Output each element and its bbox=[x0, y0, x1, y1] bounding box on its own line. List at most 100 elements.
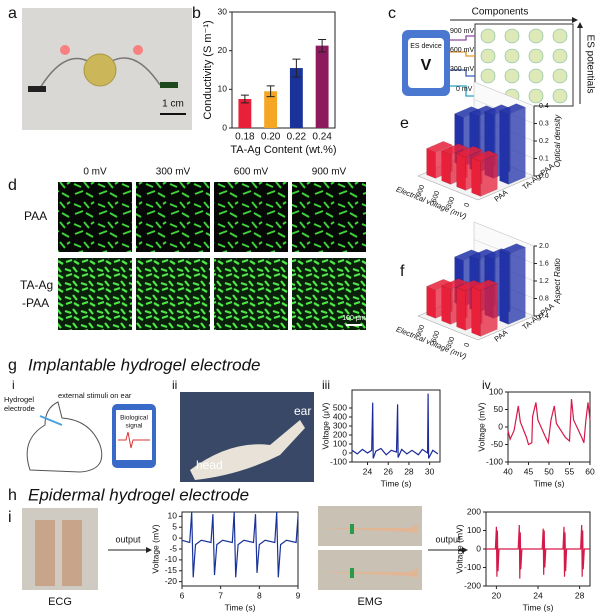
column-label: 0 mV bbox=[83, 167, 107, 178]
bar-face bbox=[426, 148, 436, 179]
x-axis-label: Time (s) bbox=[225, 602, 256, 612]
y-tick-label: -15 bbox=[165, 565, 178, 575]
y-tick-label: -100 bbox=[330, 456, 347, 466]
leg bbox=[62, 520, 82, 586]
device-screen bbox=[408, 38, 444, 88]
y-tick-label: 0 bbox=[342, 447, 347, 457]
y-tick-label: 500 bbox=[333, 402, 347, 412]
bar-face bbox=[441, 285, 451, 325]
y-tick-label: 20 bbox=[218, 45, 228, 55]
led bbox=[60, 45, 70, 55]
micrograph bbox=[136, 182, 210, 252]
column-label: 600 mV bbox=[234, 167, 269, 178]
z-tick-label: 0.4 bbox=[539, 313, 549, 320]
bar bbox=[289, 68, 303, 128]
z-tick-label: 0.2 bbox=[539, 138, 549, 145]
z-tick-label: 0.8 bbox=[539, 295, 549, 302]
y-tick-label: 200 bbox=[467, 506, 481, 516]
micrograph bbox=[292, 182, 366, 252]
y-tick-label: 50 bbox=[494, 404, 504, 414]
y-axis-label: Conductivity (S m⁻¹) bbox=[202, 20, 214, 119]
label: Components bbox=[472, 7, 529, 18]
row-label: TA-Ag bbox=[20, 278, 53, 292]
y-tick-label: 200 bbox=[333, 429, 347, 439]
bar-face bbox=[480, 282, 498, 337]
z-tick-label: 0.0 bbox=[539, 173, 549, 180]
x-tick-label: 28 bbox=[575, 590, 585, 600]
subpanel-label: iv bbox=[482, 378, 491, 392]
label: output bbox=[115, 534, 141, 544]
voltage-label: 600 mV bbox=[450, 47, 474, 54]
x-tick-label: 300 bbox=[446, 336, 457, 349]
y-tick-label: -10 bbox=[165, 554, 178, 564]
error-bar bbox=[292, 58, 301, 78]
bar-face bbox=[499, 110, 509, 185]
z-tick-label: 0.4 bbox=[539, 103, 549, 110]
x-tick-label: 8 bbox=[257, 590, 262, 600]
leg bbox=[35, 520, 55, 586]
hydrogel bbox=[83, 53, 117, 87]
grid-line bbox=[473, 81, 535, 107]
panel-label: h bbox=[8, 487, 17, 504]
z-tick-label: 1.2 bbox=[539, 278, 549, 285]
x-tick-label: 0.24 bbox=[312, 132, 332, 143]
y-tick-label: -50 bbox=[491, 439, 504, 449]
x-axis-label: Time (s) bbox=[381, 478, 412, 488]
label: Hydrogel bbox=[4, 395, 34, 404]
arrow-head bbox=[572, 17, 578, 23]
scale-label: 100 μm bbox=[342, 315, 366, 322]
y-tick-label: 30 bbox=[218, 6, 228, 16]
y-tick-label: 100 bbox=[333, 438, 347, 448]
subpanel-label: iii bbox=[322, 378, 330, 392]
plot-frame bbox=[507, 391, 591, 463]
electrode bbox=[350, 568, 354, 578]
panel-label: g bbox=[8, 357, 17, 374]
arm bbox=[322, 524, 418, 534]
label: head bbox=[196, 458, 223, 472]
panel-label: e bbox=[400, 115, 409, 132]
column-label: 300 mV bbox=[156, 167, 191, 178]
micrograph bbox=[58, 258, 132, 330]
y-tick-label: 100 bbox=[489, 386, 503, 396]
y-tick-label: 0 bbox=[476, 543, 481, 553]
bar-face bbox=[499, 250, 509, 325]
voltage-label: 300 mV bbox=[450, 66, 474, 73]
error-bar bbox=[240, 94, 249, 104]
micrograph bbox=[58, 182, 132, 252]
x-tick-label: 7 bbox=[218, 590, 223, 600]
panel-label: c bbox=[388, 5, 396, 22]
bar-face bbox=[471, 286, 481, 337]
label: Biological bbox=[120, 415, 148, 422]
bar-face bbox=[441, 278, 468, 290]
y-axis-label: Voltage (mV) bbox=[476, 402, 486, 451]
label: output bbox=[435, 534, 461, 544]
label: ES potentials bbox=[584, 35, 595, 94]
x-tick-label: 6 bbox=[180, 590, 185, 600]
bar-face bbox=[426, 141, 453, 153]
error-bar bbox=[318, 38, 327, 53]
device-symbol: V bbox=[421, 57, 432, 74]
bar-face bbox=[471, 157, 481, 197]
bar-3d bbox=[471, 279, 498, 337]
y-tick-label: 10 bbox=[168, 511, 178, 521]
x-tick-label: 0.18 bbox=[235, 132, 255, 143]
rabbit-photo bbox=[190, 420, 305, 480]
line bbox=[351, 393, 439, 459]
x-axis-label: Time (s) bbox=[523, 602, 554, 612]
y-axis-label: Voltage (mV) bbox=[454, 524, 464, 573]
y-tick-label: 0 bbox=[222, 122, 227, 132]
voltage-label: 0 mV bbox=[456, 86, 473, 93]
micrograph bbox=[292, 258, 366, 330]
z-tick-label: 2.0 bbox=[539, 243, 549, 250]
line bbox=[507, 398, 591, 446]
x-tick-label: 30 bbox=[425, 466, 435, 476]
bar-face bbox=[456, 153, 466, 191]
z-tick-label: 0.1 bbox=[539, 155, 549, 162]
x-tick-label: 900 bbox=[416, 184, 427, 197]
electrode bbox=[39, 415, 63, 426]
bar-face bbox=[426, 286, 436, 319]
x-tick-label: 45 bbox=[524, 466, 534, 476]
line bbox=[181, 511, 299, 578]
bar-face bbox=[441, 150, 451, 185]
bar-face bbox=[508, 246, 526, 325]
